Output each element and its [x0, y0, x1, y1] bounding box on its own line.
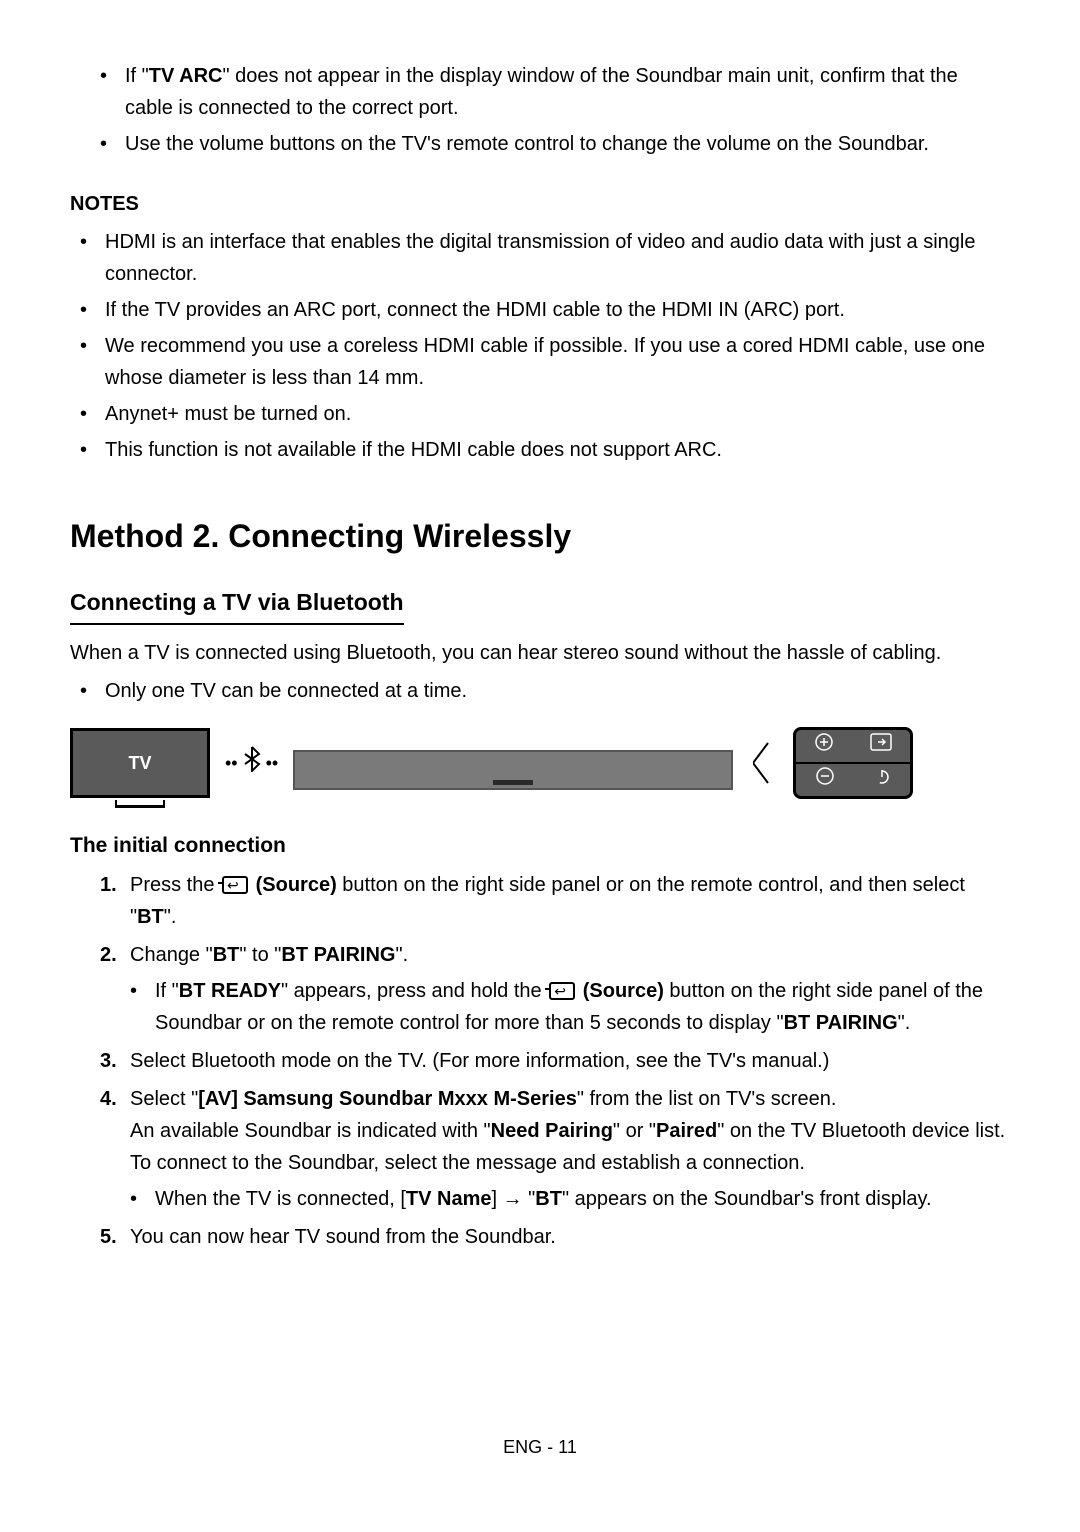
- text: ".: [164, 906, 177, 928]
- text: " does not appear in the display window …: [125, 65, 958, 119]
- intro-bullets: Only one TV can be connected at a time.: [70, 675, 1010, 707]
- text: Change ": [130, 944, 213, 966]
- intro-text: When a TV is connected using Bluetooth, …: [70, 637, 1010, 669]
- tv-illustration: TV: [70, 728, 210, 798]
- initial-connection-heading: The initial connection: [70, 829, 1010, 863]
- text: " from the list on TV's screen.: [577, 1088, 837, 1110]
- bold-text: BT: [213, 944, 240, 966]
- bold-text: BT READY: [179, 980, 281, 1002]
- text: An available Soundbar is indicated with …: [130, 1120, 491, 1142]
- notes-heading: NOTES: [70, 188, 1010, 220]
- notes-list: HDMI is an interface that enables the di…: [70, 226, 1010, 466]
- intro-bullet: Only one TV can be connected at a time.: [80, 675, 1010, 707]
- bold-text: TV ARC: [149, 65, 223, 87]
- top-bullet-2: Use the volume buttons on the TV's remot…: [100, 128, 1010, 160]
- step-2: Change "BT" to "BT PAIRING". If "BT READ…: [100, 939, 1010, 1039]
- step-5: You can now hear TV sound from the Sound…: [100, 1221, 1010, 1253]
- step-4-sub-1: When the TV is connected, [TV Name] → "B…: [130, 1183, 1010, 1215]
- steps-list: Press the (Source) button on the right s…: [70, 869, 1010, 1253]
- text: ] → ": [491, 1188, 535, 1210]
- bold-text: BT PAIRING: [281, 944, 395, 966]
- tv-stand: [115, 800, 165, 808]
- text: If ": [125, 65, 149, 87]
- text: " appears, press and hold the: [281, 980, 547, 1002]
- step-2-sub-1: If "BT READY" appears, press and hold th…: [130, 975, 1010, 1039]
- source-icon: [222, 876, 248, 894]
- source-panel-icon: [870, 733, 892, 760]
- notes-item-2: If the TV provides an ARC port, connect …: [80, 294, 1010, 326]
- step-4: Select "[AV] Samsung Soundbar Mxxx M-Ser…: [100, 1083, 1010, 1215]
- page-footer: ENG - 11: [70, 1433, 1010, 1462]
- bold-text: (Source): [256, 874, 337, 896]
- zoom-connector: [753, 738, 793, 788]
- notes-item-4: Anynet+ must be turned on.: [80, 398, 1010, 430]
- text: ".: [395, 944, 408, 966]
- text: Press the: [130, 874, 220, 896]
- bold-text: BT: [137, 906, 164, 928]
- notes-item-5: This function is not available if the HD…: [80, 434, 1010, 466]
- bluetooth-diagram: TV •• ••: [70, 727, 1010, 799]
- bold-text: BT: [535, 1188, 562, 1210]
- method-heading: Method 2. Connecting Wirelessly: [70, 511, 1010, 562]
- text: " appears on the Soundbar's front displa…: [562, 1188, 932, 1210]
- step-1: Press the (Source) button on the right s…: [100, 869, 1010, 933]
- text: " to ": [239, 944, 281, 966]
- panel-zoom-block: [753, 727, 913, 799]
- top-bullet-1: If "TV ARC" does not appear in the displ…: [100, 60, 1010, 124]
- dots: ••: [225, 749, 238, 778]
- text: Select ": [130, 1088, 198, 1110]
- side-panel-zoom: [793, 727, 913, 799]
- bold-text: (Source): [583, 980, 664, 1002]
- bluetooth-icon: [243, 746, 261, 781]
- vol-up-icon: [815, 733, 833, 760]
- text: When the TV is connected, [: [155, 1188, 406, 1210]
- top-bullets: If "TV ARC" does not appear in the displ…: [70, 60, 1010, 160]
- dots: ••: [266, 749, 279, 778]
- source-icon: [549, 982, 575, 1000]
- bold-text: Paired: [656, 1120, 717, 1142]
- step-4-sub: When the TV is connected, [TV Name] → "B…: [130, 1183, 1010, 1215]
- bold-text: TV Name: [406, 1188, 492, 1210]
- notes-item-3: We recommend you use a coreless HDMI cab…: [80, 330, 1010, 394]
- bold-text: Need Pairing: [491, 1120, 613, 1142]
- sub-heading: Connecting a TV via Bluetooth: [70, 584, 404, 625]
- text: If ": [155, 980, 179, 1002]
- step-2-sub: If "BT READY" appears, press and hold th…: [130, 975, 1010, 1039]
- notes-item-1: HDMI is an interface that enables the di…: [80, 226, 1010, 290]
- soundbar-illustration: [293, 735, 733, 790]
- text: " or ": [613, 1120, 656, 1142]
- bluetooth-signal: •• ••: [225, 746, 278, 781]
- vol-down-icon: [816, 767, 834, 794]
- bold-text: BT PAIRING: [784, 1012, 898, 1034]
- tv-label: TV: [128, 749, 151, 778]
- power-icon: [873, 767, 891, 794]
- bold-text: [AV] Samsung Soundbar Mxxx M-Series: [198, 1088, 577, 1110]
- text: ".: [898, 1012, 911, 1034]
- step-3: Select Bluetooth mode on the TV. (For mo…: [100, 1045, 1010, 1077]
